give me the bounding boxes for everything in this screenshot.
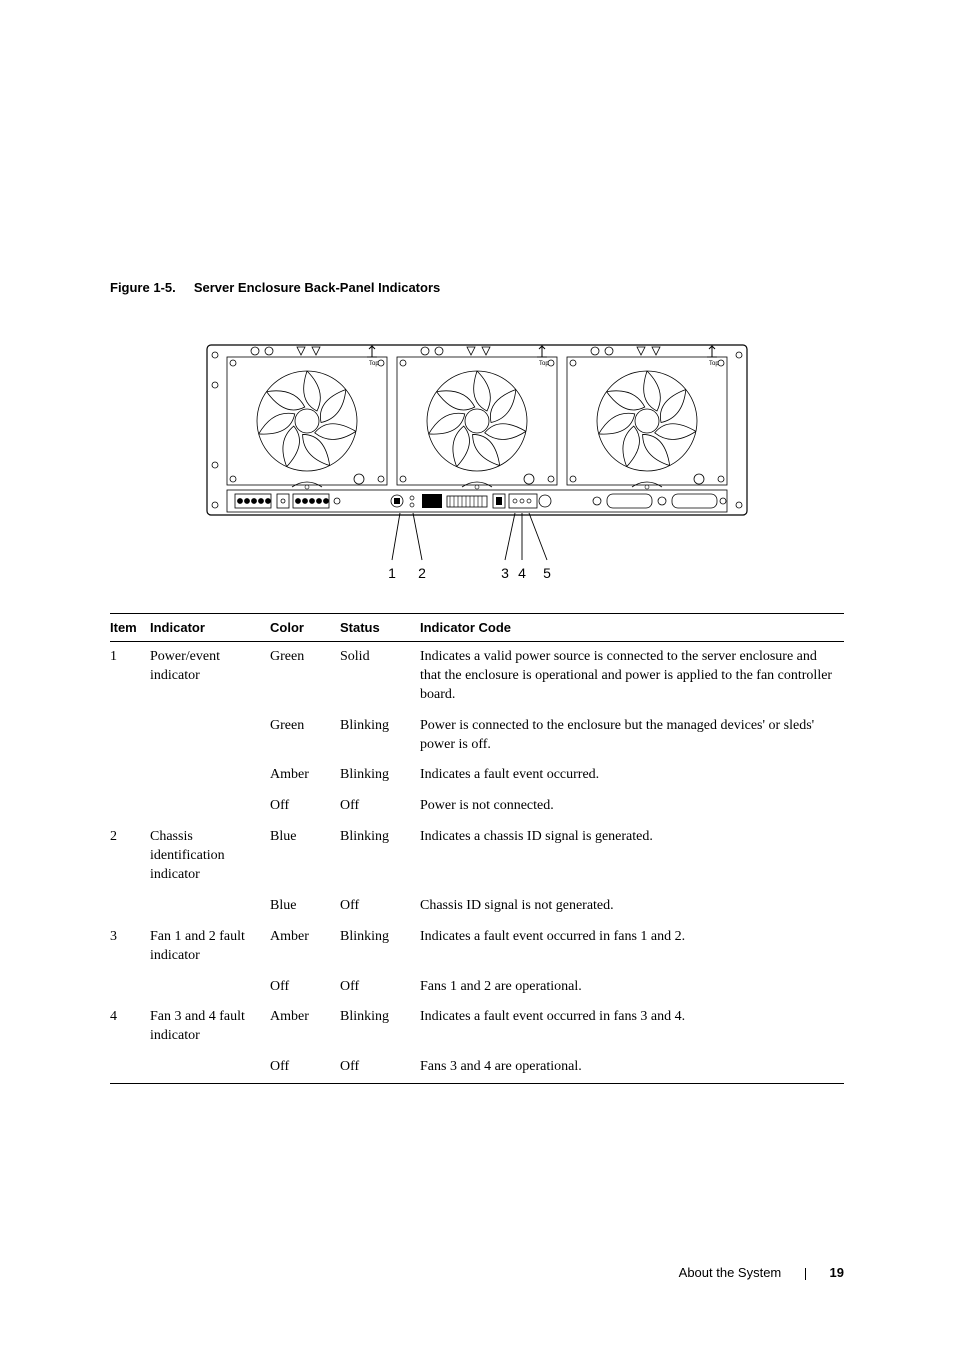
header-color: Color — [270, 614, 340, 642]
footer-section: About the System — [679, 1265, 782, 1280]
table-row: 1 Power/event indicator Green Solid Indi… — [110, 642, 844, 711]
table-row: Off Off Fans 1 and 2 are operational. — [110, 972, 844, 1003]
header-item: Item — [110, 614, 150, 642]
cell-color: Blue — [270, 891, 340, 922]
cell-code: Indicates a fault event occurred in fans… — [420, 1002, 844, 1052]
figure-title-text: Server Enclosure Back-Panel Indicators — [194, 280, 440, 295]
cell-status: Off — [340, 791, 420, 822]
figure-number: Figure 1-5. — [110, 280, 176, 295]
footer-page-number: 19 — [830, 1265, 844, 1280]
cell-item — [110, 760, 150, 791]
cell-code: Power is connected to the enclosure but … — [420, 711, 844, 761]
callout-3: 3 — [501, 565, 509, 581]
header-indicator: Indicator — [150, 614, 270, 642]
cell-indicator — [150, 760, 270, 791]
cell-item: 3 — [110, 922, 150, 972]
callout-1: 1 — [388, 565, 396, 581]
table-row: Amber Blinking Indicates a fault event o… — [110, 760, 844, 791]
cell-status: Blinking — [340, 822, 420, 891]
table-header-row: Item Indicator Color Status Indicator Co… — [110, 614, 844, 642]
cell-color: Amber — [270, 760, 340, 791]
cell-color: Amber — [270, 1002, 340, 1052]
cell-item — [110, 1052, 150, 1083]
cell-code: Indicates a fault event occurred in fans… — [420, 922, 844, 972]
cell-indicator — [150, 791, 270, 822]
footer-divider — [805, 1268, 806, 1280]
cell-color: Green — [270, 711, 340, 761]
table-row: Off Off Power is not connected. — [110, 791, 844, 822]
table-row: 3 Fan 1 and 2 fault indicator Amber Blin… — [110, 922, 844, 972]
cell-indicator — [150, 711, 270, 761]
cell-color: Blue — [270, 822, 340, 891]
table-row: Blue Off Chassis ID signal is not genera… — [110, 891, 844, 922]
header-code: Indicator Code — [420, 614, 844, 642]
callout-4: 4 — [518, 565, 526, 581]
figure-caption: Figure 1-5. Server Enclosure Back-Panel … — [110, 280, 844, 295]
table-row: 4 Fan 3 and 4 fault indicator Amber Blin… — [110, 1002, 844, 1052]
cell-code: Indicates a valid power source is connec… — [420, 642, 844, 711]
cell-status: Blinking — [340, 760, 420, 791]
cell-item — [110, 791, 150, 822]
cell-indicator: Fan 1 and 2 fault indicator — [150, 922, 270, 972]
callout-2: 2 — [418, 565, 426, 581]
callout-5: 5 — [543, 565, 551, 581]
cell-indicator: Fan 3 and 4 fault indicator — [150, 1002, 270, 1052]
cell-code: Fans 3 and 4 are operational. — [420, 1052, 844, 1083]
table-row: Green Blinking Power is connected to the… — [110, 711, 844, 761]
header-status: Status — [340, 614, 420, 642]
cell-indicator: Power/event indicator — [150, 642, 270, 711]
cell-indicator — [150, 972, 270, 1003]
cell-code: Fans 1 and 2 are operational. — [420, 972, 844, 1003]
cell-color: Off — [270, 972, 340, 1003]
cell-status: Off — [340, 891, 420, 922]
cell-indicator — [150, 1052, 270, 1083]
cell-code: Indicates a chassis ID signal is generat… — [420, 822, 844, 891]
cell-color: Green — [270, 642, 340, 711]
cell-color: Off — [270, 791, 340, 822]
cell-code: Power is not connected. — [420, 791, 844, 822]
cell-color: Amber — [270, 922, 340, 972]
enclosure-diagram: Top — [197, 335, 757, 595]
cell-code: Indicates a fault event occurred. — [420, 760, 844, 791]
cell-status: Solid — [340, 642, 420, 711]
cell-status: Off — [340, 1052, 420, 1083]
cell-indicator: Chassis identification indicator — [150, 822, 270, 891]
cell-item — [110, 891, 150, 922]
cell-color: Off — [270, 1052, 340, 1083]
table-row: 2 Chassis identification indicator Blue … — [110, 822, 844, 891]
cell-item — [110, 711, 150, 761]
table-row: Off Off Fans 3 and 4 are operational. — [110, 1052, 844, 1083]
cell-status: Off — [340, 972, 420, 1003]
cell-code: Chassis ID signal is not generated. — [420, 891, 844, 922]
page-container: Figure 1-5. Server Enclosure Back-Panel … — [0, 0, 954, 1350]
cell-indicator — [150, 891, 270, 922]
cell-item: 2 — [110, 822, 150, 891]
cell-item: 4 — [110, 1002, 150, 1052]
cell-item — [110, 972, 150, 1003]
cell-status: Blinking — [340, 922, 420, 972]
cell-status: Blinking — [340, 711, 420, 761]
indicator-table: Item Indicator Color Status Indicator Co… — [110, 613, 844, 1084]
cell-status: Blinking — [340, 1002, 420, 1052]
page-footer: About the System 19 — [679, 1265, 844, 1280]
cell-item: 1 — [110, 642, 150, 711]
